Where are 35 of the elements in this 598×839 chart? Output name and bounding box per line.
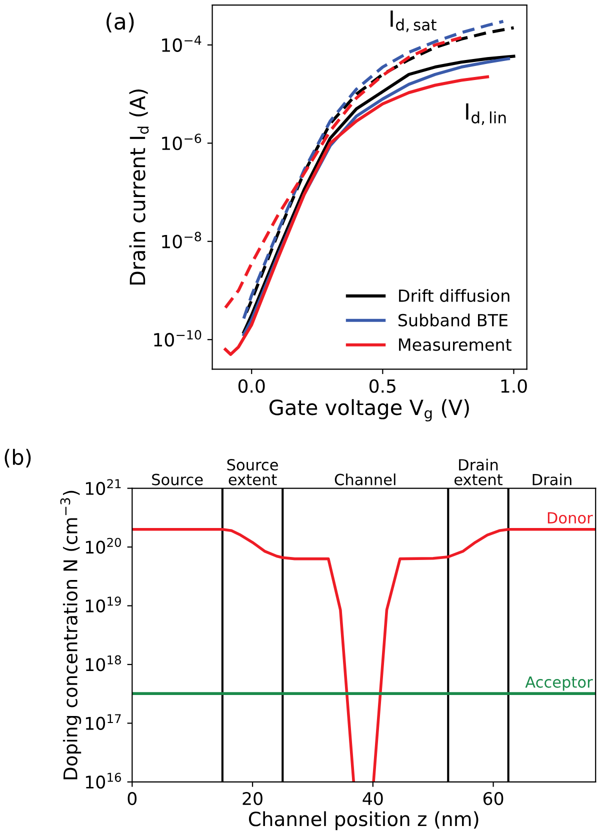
y-tick-label: 10$^{−6}$ — [162, 134, 202, 150]
x-axis-title: Channel position z (nm) — [248, 811, 478, 830]
series-label: Acceptor — [525, 676, 593, 691]
text: Source — [152, 474, 203, 486]
y-tick-label: 10$^{−8}$ — [162, 232, 202, 248]
x-tick-label: 1.0 — [501, 379, 527, 393]
legend-label: Subband BTE — [398, 314, 508, 326]
y-tick-label: 10$^{16}$ — [86, 772, 122, 789]
y-tick-label: 10$^{18}$ — [86, 655, 121, 672]
annotation: I$_{d,lin}$ — [466, 103, 506, 126]
x-tick-label: 0.0 — [238, 379, 265, 393]
y-tick-label: 10$^{19}$ — [86, 596, 121, 612]
x-axis-title: Gate voltage V$_{g}$ (V) — [269, 399, 469, 422]
y-tick-label: 10$^{20}$ — [86, 538, 121, 554]
chart-title: (b) — [4, 448, 31, 468]
source-note: Source extent — [227, 458, 278, 486]
y-tick-label: 10$^{21}$ — [86, 479, 121, 496]
x-tick-label: 40 — [362, 792, 383, 806]
y-axis-title: Drain current I$_{d}$ (A) — [129, 89, 149, 285]
text: Channel — [334, 474, 396, 486]
text: Drain — [532, 474, 572, 486]
x-tick-label: 20 — [242, 792, 262, 806]
x-tick-label: 0.5 — [370, 379, 396, 393]
series-label: Donor — [548, 512, 593, 524]
y-axis-title: Doping concentration N (cm$^{−3}$) — [60, 490, 82, 780]
x-tick-label: 0 — [128, 792, 137, 806]
chart-title: (a) — [106, 12, 134, 32]
legend-label: Measurement — [399, 338, 512, 351]
y-tick-label: 10$^{17}$ — [86, 714, 121, 730]
legend-label: Drift diffusion — [399, 289, 510, 302]
annotation: I$_{d,sat}$ — [390, 10, 436, 32]
text: Drain extent — [454, 458, 502, 486]
x-tick-label: 60 — [483, 792, 504, 806]
y-tick-label: 10$^{−4}$ — [162, 36, 202, 52]
y-tick-label: 10$^{−10}$ — [154, 330, 202, 347]
